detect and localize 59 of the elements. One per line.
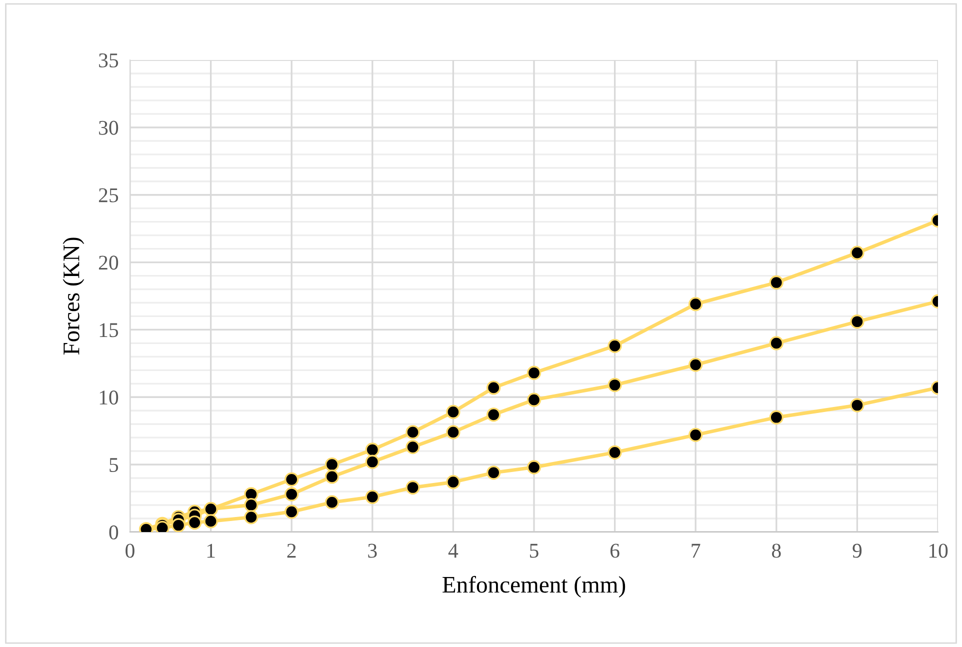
y-tick-label: 30	[99, 120, 118, 135]
y-tick-label: 5	[110, 458, 118, 472]
point	[688, 358, 703, 372]
point	[284, 487, 299, 502]
y-axis-title: Forces (KN)	[62, 238, 84, 355]
point	[688, 428, 703, 442]
point	[526, 460, 542, 474]
point	[244, 510, 258, 524]
point	[526, 392, 542, 407]
point	[486, 466, 501, 480]
point	[769, 336, 784, 350]
point	[406, 440, 420, 454]
y-tick-label: 0	[109, 525, 118, 540]
x-tick-label: 3	[368, 544, 377, 558]
point	[446, 475, 460, 490]
x-tick-label: 1	[207, 544, 215, 558]
point	[608, 338, 622, 353]
x-tick-label: 7	[692, 544, 700, 558]
point	[324, 470, 340, 484]
point	[769, 410, 784, 424]
y-tick-label: 25	[98, 188, 118, 202]
point	[365, 454, 380, 469]
point	[284, 504, 299, 519]
point	[769, 275, 784, 290]
x-tick-label: 10	[929, 544, 948, 558]
y-tick-label: 35	[99, 53, 118, 68]
x-axis-title: Enfoncement (mm)	[442, 576, 626, 598]
point	[608, 445, 622, 460]
point	[406, 425, 420, 440]
point	[284, 472, 299, 486]
point	[446, 404, 460, 420]
point	[688, 297, 703, 312]
point	[850, 314, 864, 329]
x-tick-label: 2	[287, 544, 296, 558]
point	[486, 408, 501, 422]
y-tick-label: 10	[100, 390, 118, 405]
x-tick-label: 8	[772, 544, 781, 558]
point	[171, 518, 186, 532]
point	[486, 380, 501, 395]
point	[850, 398, 864, 412]
y-tick-label: 15	[100, 323, 118, 338]
point	[406, 480, 420, 495]
point	[204, 514, 218, 528]
x-tick-label: 6	[610, 544, 620, 558]
point	[365, 490, 380, 504]
point	[188, 515, 202, 530]
x-tick-label: 5	[530, 544, 538, 558]
x-tick-label: 0	[126, 544, 134, 558]
point	[324, 457, 340, 472]
point	[446, 425, 460, 440]
point	[324, 495, 340, 510]
point	[608, 378, 622, 392]
point	[850, 246, 864, 260]
point	[526, 366, 542, 380]
point	[365, 442, 380, 457]
x-tick-label: 9	[852, 544, 862, 558]
x-tick-label: 4	[448, 544, 458, 558]
y-tick-label: 20	[98, 256, 118, 270]
point	[244, 498, 258, 512]
